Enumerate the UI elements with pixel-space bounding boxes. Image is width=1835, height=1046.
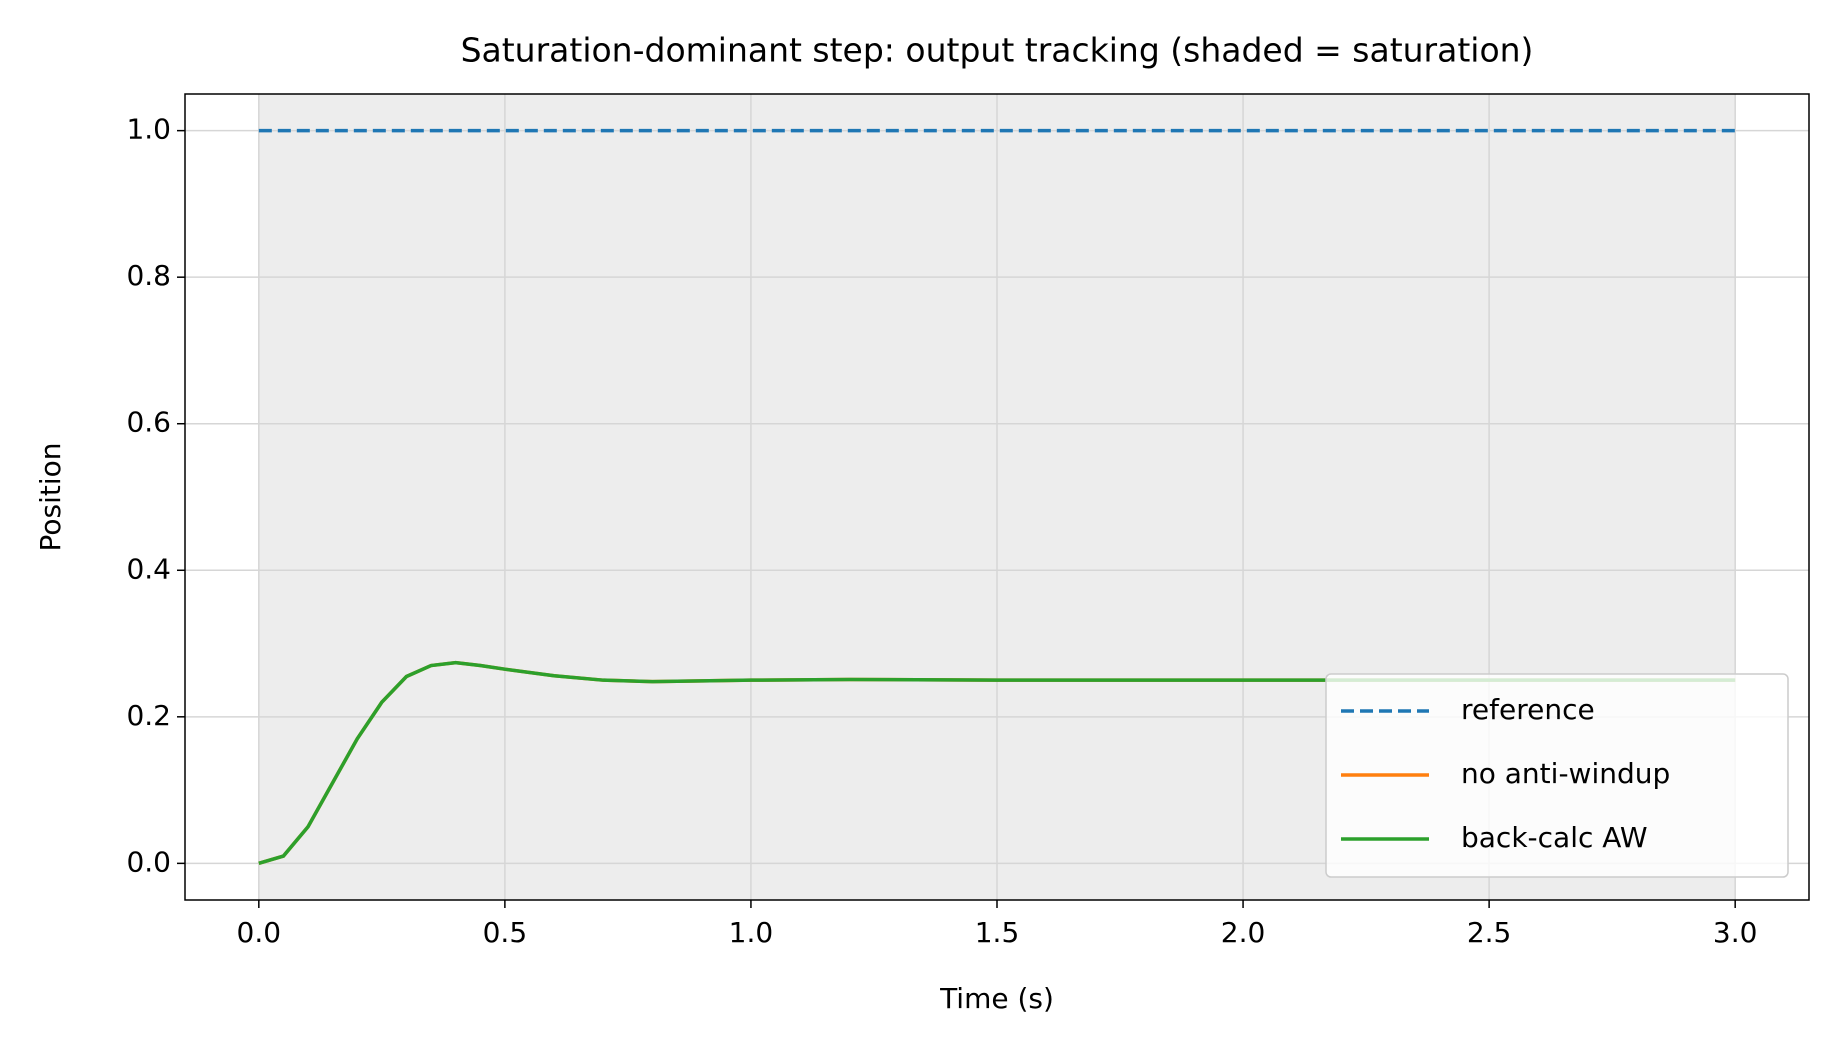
x-tick-label: 2.0 <box>1221 916 1266 949</box>
chart-title: Saturation-dominant step: output trackin… <box>461 31 1534 70</box>
legend-box <box>1325 673 1789 878</box>
legend-label: reference <box>1461 693 1595 726</box>
y-tick-label: 0.2 <box>126 699 171 732</box>
series-line <box>258 660 1736 866</box>
x-tick-label: 2.5 <box>1467 916 1512 949</box>
x-tick-label: 0.0 <box>237 916 282 949</box>
y-tick-label: 0.4 <box>126 552 171 585</box>
x-tick-label: 0.5 <box>483 916 528 949</box>
plot-frame <box>184 93 1810 901</box>
y-tick-label: 0.0 <box>126 845 171 878</box>
legend-label: no anti-windup <box>1461 757 1670 790</box>
y-tick-label: 1.0 <box>126 113 171 146</box>
y-tick-label: 0.8 <box>126 259 171 292</box>
x-tick-label: 1.5 <box>975 916 1020 949</box>
x-tick-label: 3.0 <box>1713 916 1758 949</box>
y-axis-label: Position <box>34 442 67 551</box>
legend-label: back-calc AW <box>1461 821 1648 854</box>
x-axis-label: Time (s) <box>939 982 1054 1015</box>
y-tick-label: 0.6 <box>126 406 171 439</box>
x-tick-label: 1.0 <box>729 916 774 949</box>
